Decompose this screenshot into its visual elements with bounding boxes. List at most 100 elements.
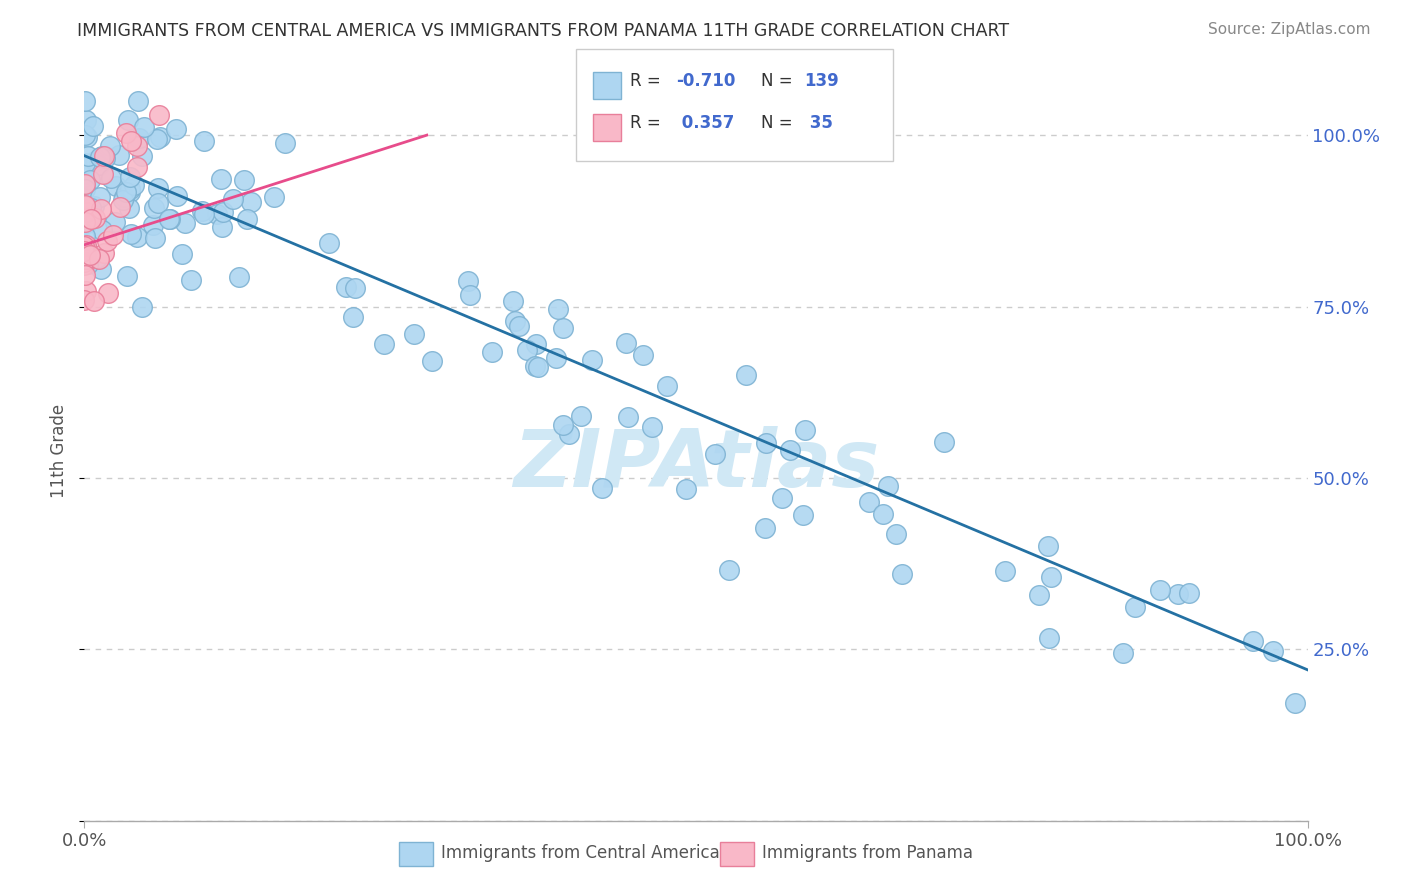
Point xyxy=(527,359,550,374)
Point xyxy=(118,169,141,184)
Point xyxy=(73,167,96,181)
Point xyxy=(91,223,114,237)
Point xyxy=(617,409,640,424)
Point xyxy=(80,212,103,227)
Point xyxy=(143,201,166,215)
Point xyxy=(91,149,114,163)
Point xyxy=(569,409,592,424)
Point xyxy=(481,344,503,359)
Point xyxy=(232,173,254,187)
Point xyxy=(90,262,112,277)
Point xyxy=(114,186,136,200)
Point xyxy=(149,129,172,144)
Point xyxy=(90,202,112,216)
Point xyxy=(172,246,194,260)
Point xyxy=(77,257,100,271)
Point xyxy=(75,237,97,252)
Text: N =: N = xyxy=(761,72,797,90)
Point xyxy=(1040,570,1063,584)
Point xyxy=(128,131,150,145)
Text: R =: R = xyxy=(630,72,666,90)
Point xyxy=(73,178,96,193)
Point xyxy=(770,491,793,506)
Point xyxy=(76,243,98,257)
Point xyxy=(193,135,215,149)
Point xyxy=(107,148,129,162)
Point xyxy=(96,234,118,248)
Point xyxy=(89,252,111,267)
Point xyxy=(125,229,148,244)
Point xyxy=(93,246,115,260)
Point xyxy=(134,120,156,134)
Point xyxy=(546,351,568,365)
Text: IMMIGRANTS FROM CENTRAL AMERICA VS IMMIGRANTS FROM PANAMA 11TH GRADE CORRELATION: IMMIGRANTS FROM CENTRAL AMERICA VS IMMIG… xyxy=(77,22,1010,40)
Point xyxy=(373,336,395,351)
Text: Immigrants from Central America: Immigrants from Central America xyxy=(441,844,720,862)
Point xyxy=(83,293,105,308)
Point xyxy=(166,189,188,203)
Point xyxy=(145,132,167,146)
Point xyxy=(157,211,180,226)
Point xyxy=(104,179,127,194)
Point xyxy=(211,204,233,219)
Point xyxy=(131,149,153,163)
Point xyxy=(523,359,546,373)
Point xyxy=(932,434,955,449)
Point xyxy=(115,269,138,284)
Point xyxy=(754,521,776,535)
Point xyxy=(86,252,108,266)
Point xyxy=(614,335,637,350)
Point xyxy=(1167,587,1189,601)
Point xyxy=(335,280,357,294)
Point xyxy=(1284,696,1306,710)
Point xyxy=(73,197,96,211)
Point xyxy=(112,193,135,207)
Point xyxy=(77,211,100,225)
Point xyxy=(1038,539,1060,553)
Point xyxy=(551,321,574,335)
Point xyxy=(631,348,654,362)
Point xyxy=(83,199,105,213)
Point xyxy=(591,481,613,495)
Point xyxy=(84,211,107,226)
Point xyxy=(122,178,145,193)
Point xyxy=(553,418,575,433)
Point xyxy=(89,150,111,164)
Point xyxy=(90,166,112,180)
Point xyxy=(75,205,97,219)
Point xyxy=(125,138,148,153)
Text: R =: R = xyxy=(630,114,666,132)
Point xyxy=(76,216,98,230)
Point xyxy=(94,151,117,165)
Point xyxy=(1123,599,1146,614)
Point xyxy=(675,483,697,497)
Point xyxy=(75,284,97,298)
Point xyxy=(80,201,103,215)
Text: ZIPAtlas: ZIPAtlas xyxy=(513,426,879,504)
Point xyxy=(120,181,142,195)
Point xyxy=(547,301,569,316)
Point xyxy=(211,220,233,235)
Point xyxy=(1038,631,1060,645)
Point xyxy=(89,190,111,204)
Point xyxy=(82,119,104,133)
Text: 139: 139 xyxy=(804,72,839,90)
Point xyxy=(458,287,481,301)
Point xyxy=(222,193,245,207)
Point xyxy=(159,211,181,226)
Point xyxy=(457,274,479,288)
Point xyxy=(858,494,880,508)
Point xyxy=(508,318,530,333)
Point xyxy=(91,167,114,181)
Point xyxy=(1178,586,1201,600)
Point xyxy=(117,113,139,128)
Point xyxy=(1263,643,1285,657)
Point xyxy=(131,300,153,314)
Point xyxy=(118,202,141,216)
Point xyxy=(193,207,215,221)
Point xyxy=(703,447,725,461)
Point xyxy=(120,135,142,149)
Point xyxy=(73,237,96,252)
Point xyxy=(110,200,132,214)
Point xyxy=(524,337,547,351)
